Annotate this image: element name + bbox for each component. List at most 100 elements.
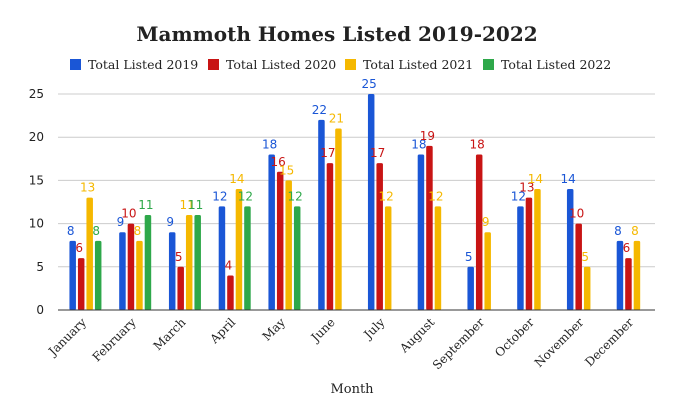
bar-total-listed-2019-march bbox=[168, 232, 176, 310]
data-label: 8 bbox=[92, 224, 100, 238]
data-label: 9 bbox=[482, 215, 490, 229]
bar-total-listed-2021-november bbox=[583, 266, 591, 310]
bar-total-listed-2021-september bbox=[484, 232, 491, 310]
data-label: 8 bbox=[631, 224, 639, 238]
x-tick-label-march: March bbox=[151, 315, 189, 353]
x-tick-label-december: December bbox=[582, 315, 636, 369]
data-label: 8 bbox=[67, 224, 75, 238]
legend-item-total-listed-2022: Total Listed 2022 bbox=[483, 57, 611, 72]
data-label: 22 bbox=[312, 103, 327, 117]
data-label: 18 bbox=[262, 137, 277, 151]
bar-total-listed-2021-august bbox=[434, 206, 442, 310]
x-axis-ticks: January February March April May June July Augu… bbox=[44, 315, 636, 372]
data-label: 14 bbox=[229, 172, 244, 186]
bar-total-listed-2021-april bbox=[235, 189, 243, 310]
data-label: 11 bbox=[180, 198, 195, 212]
y-tick-label: 10 bbox=[29, 217, 44, 231]
data-label: 14 bbox=[528, 172, 543, 186]
y-tick-label: 20 bbox=[29, 130, 44, 144]
legend-item-total-listed-2021: Total Listed 2021 bbox=[345, 57, 473, 72]
bar-total-listed-2021-january bbox=[86, 197, 93, 310]
data-label: 19 bbox=[420, 129, 435, 143]
data-label: 6 bbox=[623, 241, 631, 255]
bar-total-listed-2020-july bbox=[376, 163, 383, 310]
data-label: 12 bbox=[511, 189, 526, 203]
legend-label: Total Listed 2020 bbox=[226, 57, 336, 72]
data-label: 21 bbox=[329, 112, 344, 126]
legend-swatch bbox=[483, 59, 494, 70]
bar-total-listed-2020-april bbox=[227, 275, 234, 310]
legend-swatch bbox=[70, 59, 81, 70]
bar-total-listed-2019-november bbox=[566, 189, 574, 310]
bar-total-listed-2019-may bbox=[268, 154, 275, 310]
bar-total-listed-2021-october bbox=[534, 189, 541, 310]
data-label: 9 bbox=[166, 215, 174, 229]
bar-total-listed-2019-june bbox=[318, 119, 325, 310]
data-label: 4 bbox=[225, 258, 233, 272]
bar-total-listed-2019-february bbox=[119, 232, 126, 310]
data-label: 16 bbox=[271, 155, 286, 169]
legend-swatch bbox=[345, 59, 356, 70]
data-label: 13 bbox=[80, 181, 95, 195]
bar-total-listed-2020-october bbox=[525, 197, 533, 310]
bar-total-listed-2019-october bbox=[517, 206, 524, 310]
data-label: 17 bbox=[370, 146, 385, 160]
bar-total-listed-2020-june bbox=[326, 163, 334, 310]
x-tick-label-august: August bbox=[396, 315, 437, 356]
legend-label: Total Listed 2019 bbox=[88, 57, 198, 72]
bar-total-listed-2020-december bbox=[625, 258, 632, 310]
x-axis-title: Month bbox=[330, 382, 374, 397]
bar-total-listed-2021-may bbox=[285, 180, 292, 310]
data-label: 14 bbox=[561, 172, 576, 186]
x-tick-label-may: May bbox=[260, 315, 289, 344]
x-tick-label-january: January bbox=[44, 315, 89, 360]
bar-total-listed-2020-february bbox=[127, 223, 135, 310]
bar-total-listed-2020-november bbox=[575, 223, 582, 310]
data-label: 11 bbox=[188, 198, 203, 212]
legend-label: Total Listed 2022 bbox=[501, 57, 611, 72]
bar-total-listed-2022-february bbox=[144, 214, 152, 310]
chart-title: Mammoth Homes Listed 2019-2022 bbox=[136, 22, 537, 46]
bar-total-listed-2020-may bbox=[276, 171, 284, 310]
y-tick-label: 0 bbox=[36, 303, 44, 317]
x-tick-label-october: October bbox=[492, 315, 537, 360]
bar-total-listed-2022-april bbox=[244, 206, 251, 310]
legend-item-total-listed-2019: Total Listed 2019 bbox=[70, 57, 198, 72]
bar-total-listed-2021-december bbox=[633, 240, 641, 310]
y-tick-label: 25 bbox=[29, 87, 44, 101]
bar-total-listed-2022-may bbox=[293, 206, 301, 310]
bar-total-listed-2019-december bbox=[616, 240, 624, 310]
bar-total-listed-2021-march bbox=[185, 214, 193, 310]
x-tick-label-february: February bbox=[90, 315, 139, 364]
y-tick-label: 5 bbox=[36, 260, 44, 274]
data-label: 12 bbox=[428, 189, 443, 203]
data-label: 12 bbox=[238, 189, 253, 203]
legend-label: Total Listed 2021 bbox=[363, 57, 473, 72]
data-label: 12 bbox=[288, 189, 303, 203]
x-tick-label-april: April bbox=[207, 315, 239, 347]
bar-total-listed-2019-april bbox=[218, 206, 226, 310]
bar-total-listed-2020-march bbox=[177, 266, 184, 310]
data-label: 12 bbox=[379, 189, 394, 203]
bar-total-listed-2022-january bbox=[94, 240, 102, 310]
x-tick-label-november: November bbox=[532, 315, 587, 370]
x-tick-label-june: June bbox=[307, 315, 338, 346]
bar-total-listed-2019-august bbox=[417, 154, 425, 310]
data-label: 11 bbox=[138, 198, 153, 212]
data-label: 5 bbox=[175, 250, 183, 264]
legend: Total Listed 2019 Total Listed 2020 Total … bbox=[70, 57, 611, 72]
data-label: 13 bbox=[519, 181, 534, 195]
y-axis-ticks: 0 5 10 15 20 25 bbox=[29, 87, 44, 317]
legend-swatch bbox=[208, 59, 219, 70]
data-label: 18 bbox=[470, 137, 485, 151]
bar-total-listed-2021-july bbox=[384, 206, 392, 310]
data-label: 8 bbox=[614, 224, 622, 238]
bar-total-listed-2021-february bbox=[136, 240, 143, 310]
data-label: 10 bbox=[121, 207, 136, 221]
data-labels: 8613891081195111112414121816151222172125… bbox=[67, 77, 639, 272]
data-label: 5 bbox=[581, 250, 589, 264]
data-label: 12 bbox=[212, 189, 227, 203]
bar-total-listed-2020-january bbox=[77, 258, 85, 310]
data-label: 17 bbox=[320, 146, 335, 160]
